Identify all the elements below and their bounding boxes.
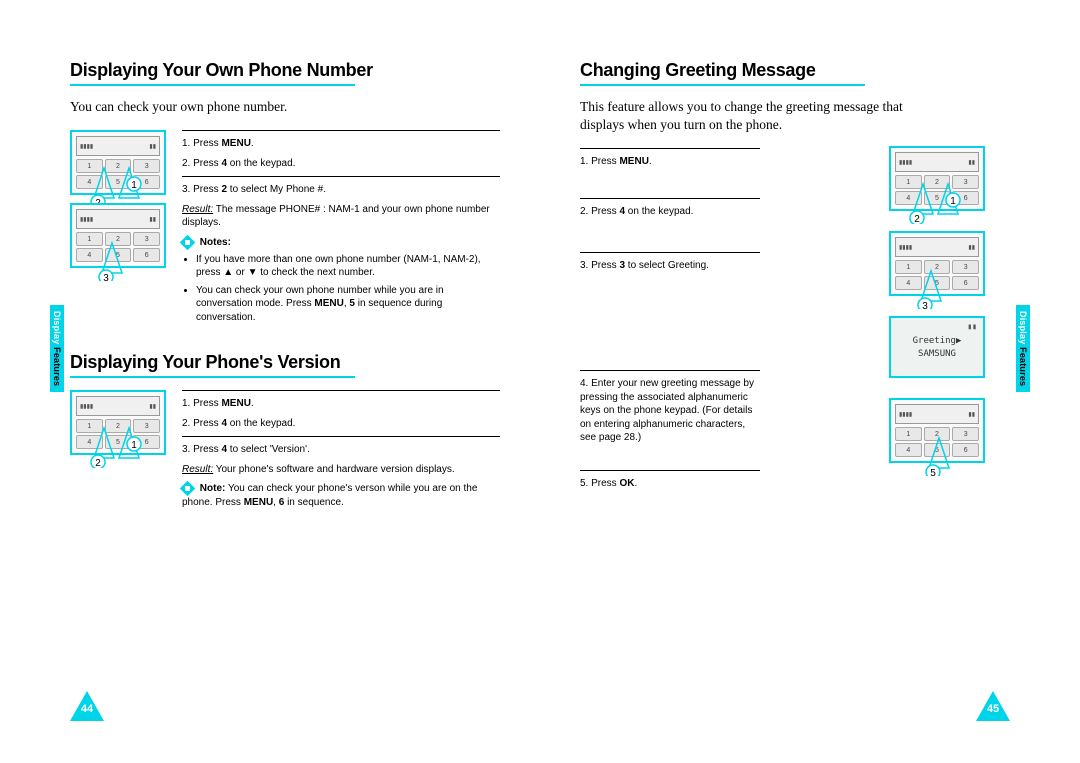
note-item: You can check your own phone number whil… [196, 284, 500, 325]
key: 6 [133, 175, 160, 189]
screen-illustration: ▮▮ Greeting▶ SAMSUNG [889, 316, 985, 378]
underline [70, 84, 355, 86]
step: 1. Press MENU. [580, 148, 760, 192]
diamond-icon [180, 481, 196, 497]
svg-text:3: 3 [922, 301, 928, 309]
phone-illustration: ▮▮▮▮ ▮▮ 1 2 3 4 5 6 [70, 203, 166, 268]
page-44: Display Features Displaying Your Own Pho… [0, 0, 540, 763]
tab-bold: Display [52, 311, 62, 344]
key: 2 [105, 159, 132, 173]
key: 5 [105, 248, 132, 262]
heading-greeting: Changing Greeting Message [580, 60, 1010, 81]
phone-illustration: ▮▮▮▮ ▮▮ 1 2 3 4 5 6 [70, 390, 166, 455]
step: 1. Press MENU. 2. Press 4 on the keypad. [182, 130, 500, 170]
key: 4 [76, 175, 103, 189]
page-number-badge: 45 [976, 691, 1010, 721]
intro-own-number: You can check your own phone number. [70, 98, 430, 116]
svg-text:3: 3 [103, 273, 109, 281]
intro-greeting: This feature allows you to change the gr… [580, 98, 940, 134]
notes-list: If you have more than one own phone numb… [182, 253, 500, 325]
screen-text: SAMSUNG [918, 349, 956, 359]
heading-version: Displaying Your Phone's Version [70, 352, 500, 373]
section-own-number: Displaying Your Own Phone Number You can… [70, 60, 500, 330]
key: 6 [133, 435, 160, 449]
section-version: Displaying Your Phone's Version ▮▮▮▮ ▮▮ … [70, 352, 500, 515]
steps-zone-2: ▮▮▮▮ ▮▮ 1 2 3 4 5 6 [70, 390, 500, 515]
svg-text:2: 2 [914, 214, 920, 224]
step: 5. Press OK. [580, 470, 760, 491]
tab-faded: Features [52, 347, 62, 386]
phone-illustration: ▮▮▮▮▮▮ 123 456 5 [889, 398, 985, 463]
phone-illustration: ▮▮▮▮▮▮ 123 456 3 [889, 231, 985, 296]
step: 3. Press 2 to select My Phone #. Result:… [182, 176, 500, 324]
diamond-icon [180, 235, 196, 251]
key: 2 [105, 419, 132, 433]
heading-own-number: Displaying Your Own Phone Number [70, 60, 500, 81]
key: 3 [133, 419, 160, 433]
key: 3 [133, 232, 160, 246]
keypad: 1 2 3 4 5 6 [76, 419, 160, 449]
underline [580, 84, 865, 86]
steps-text-1: 1. Press MENU. 2. Press 4 on the keypad.… [182, 130, 500, 330]
page-number: 45 [976, 691, 1010, 721]
illus-col-2: ▮▮▮▮ ▮▮ 1 2 3 4 5 6 [70, 390, 170, 455]
keypad: 1 2 3 4 5 6 [76, 159, 160, 189]
phone-screen: ▮▮▮▮ ▮▮ [76, 136, 160, 156]
phone-screen: ▮▮▮▮ ▮▮ [76, 209, 160, 229]
key: 1 [76, 419, 103, 433]
side-tab-right: Display Features [1016, 305, 1030, 392]
tab-bold: Display [1018, 311, 1028, 344]
step: 1. Press MENU. 2. Press 4 on the keypad. [182, 390, 500, 430]
tab-faded: Features [1018, 347, 1028, 386]
svg-text:2: 2 [95, 458, 101, 468]
page-spread: Display Features Displaying Your Own Pho… [0, 0, 1080, 763]
page-number: 44 [70, 691, 104, 721]
phone-screen: ▮▮▮▮ ▮▮ [76, 396, 160, 416]
steps-text-greeting: 1. Press MENU. 2. Press 4 on the keypad.… [580, 148, 765, 497]
illus-col-greeting: ▮▮▮▮▮▮ 123 456 2 1 ▮▮▮▮▮▮ 123 [889, 146, 985, 463]
phone-illustration: ▮▮▮▮▮▮ 123 456 2 1 [889, 146, 985, 211]
key: 4 [76, 435, 103, 449]
step: 4. Enter your new greeting message by pr… [580, 370, 760, 464]
key: 1 [76, 159, 103, 173]
side-tab-left: Display Features [50, 305, 64, 392]
key: 6 [133, 248, 160, 262]
key: 4 [76, 248, 103, 262]
illus-col-1: ▮▮▮▮ ▮▮ 1 2 3 4 5 6 [70, 130, 170, 268]
screen-text: Greeting▶ [913, 336, 962, 346]
key: 2 [105, 232, 132, 246]
keypad: 1 2 3 4 5 6 [76, 232, 160, 262]
step: 3. Press 3 to select Greeting. [580, 252, 760, 364]
phone-illustration: ▮▮▮▮ ▮▮ 1 2 3 4 5 6 [70, 130, 166, 195]
page-number-badge: 44 [70, 691, 104, 721]
steps-zone-1: ▮▮▮▮ ▮▮ 1 2 3 4 5 6 [70, 130, 500, 330]
steps-text-2: 1. Press MENU. 2. Press 4 on the keypad.… [182, 390, 500, 515]
key: 5 [105, 435, 132, 449]
key: 1 [76, 232, 103, 246]
notes-label: Notes: [200, 236, 231, 250]
page-45: Display Features Changing Greeting Messa… [540, 0, 1080, 763]
key: 5 [105, 175, 132, 189]
key: 3 [133, 159, 160, 173]
step: 2. Press 4 on the keypad. [580, 198, 760, 246]
note-item: If you have more than one own phone numb… [196, 253, 500, 280]
step: 3. Press 4 to select 'Version'. Result: … [182, 436, 500, 509]
underline [70, 376, 355, 378]
